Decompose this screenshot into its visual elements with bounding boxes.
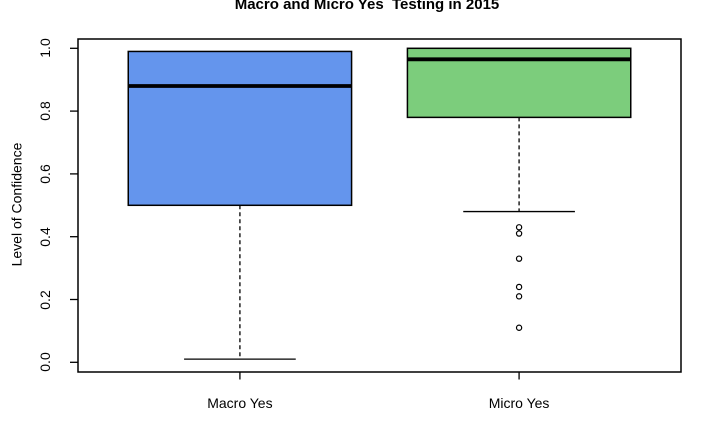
x-category-label: Micro Yes <box>488 395 550 411</box>
plot-frame <box>77 38 682 373</box>
y-tick-label: 1.0 <box>37 38 53 59</box>
y-tick-label: 0.8 <box>37 101 53 121</box>
y-tick-label: 0.2 <box>37 289 53 310</box>
outlier-point <box>515 255 523 262</box>
y-tick-label: 0.0 <box>37 352 53 373</box>
outlier-point <box>515 324 523 331</box>
y-tick-label: 0.6 <box>37 164 53 184</box>
outlier-point <box>515 224 523 231</box>
outlier-point <box>515 283 523 291</box>
y-axis-label: Level of Confidence <box>8 142 25 267</box>
box-macro-yes <box>127 50 353 207</box>
chart-title: Macro and Micro Yes Testing in 2015 <box>234 0 500 13</box>
outlier-point <box>515 230 523 237</box>
y-tick-label: 0.4 <box>37 226 53 247</box>
outlier-point <box>515 293 523 300</box>
x-category-label: Macro Yes <box>207 395 273 411</box>
